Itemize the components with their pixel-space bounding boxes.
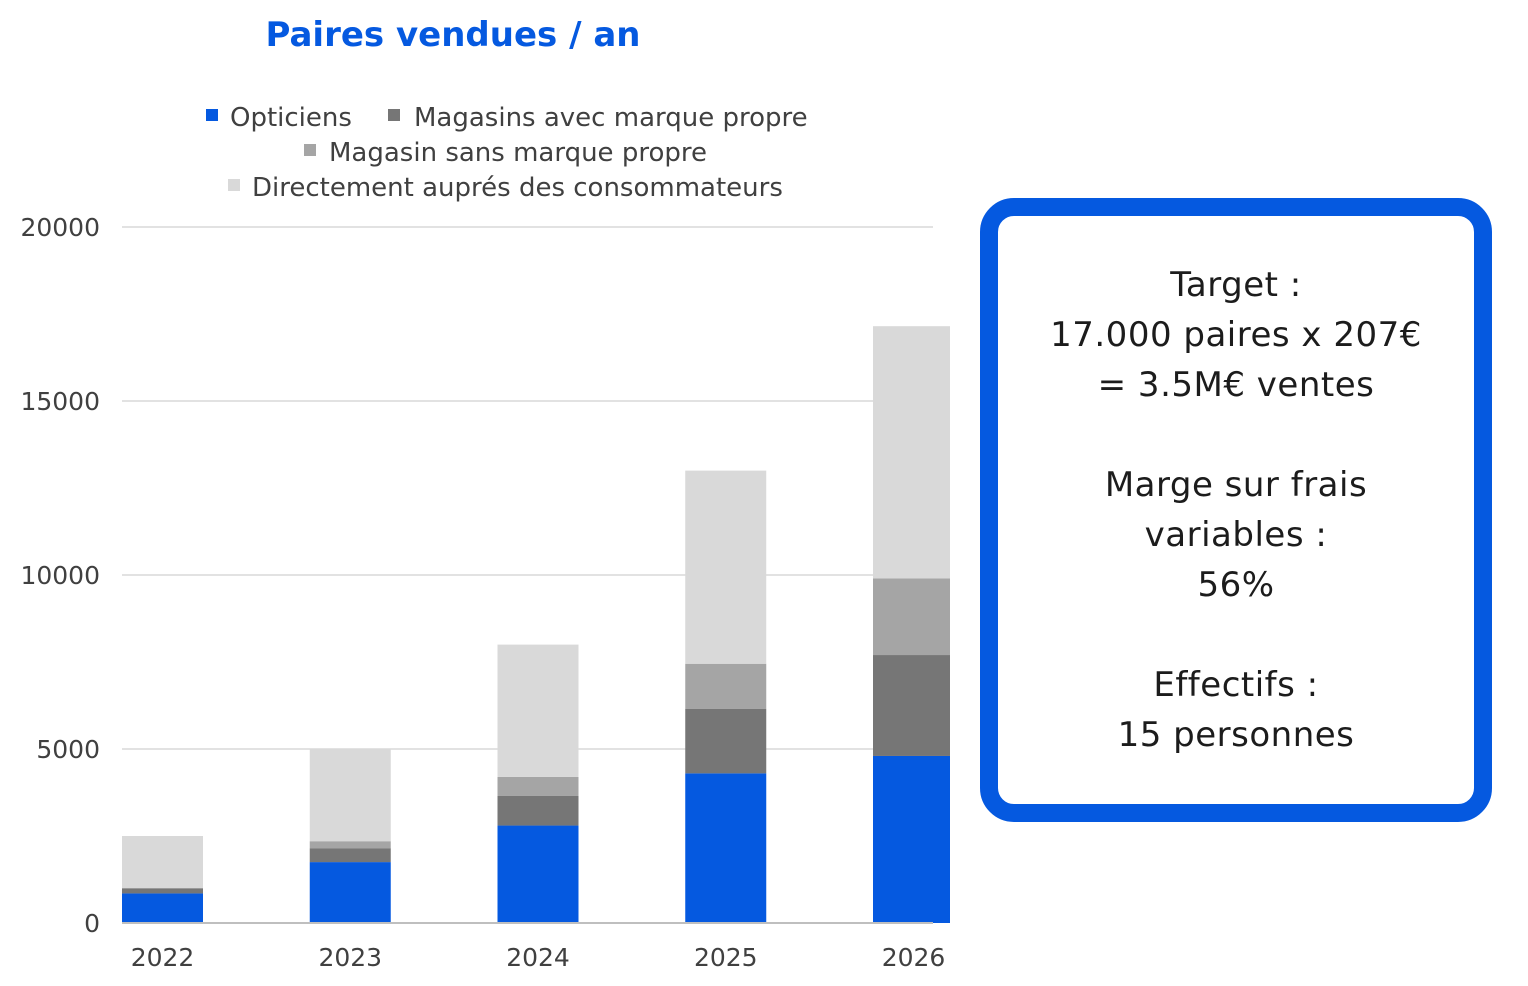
- legend-label-magasins-avec-marque: Magasins avec marque propre: [414, 103, 808, 133]
- y-tick-label: 15000: [20, 387, 100, 416]
- y-tick-label: 0: [84, 909, 100, 938]
- bar-segment-2023-s2: [309, 841, 391, 849]
- bar-segment-2022-s0: [122, 893, 203, 923]
- legend-label-magasin-sans-marque: Magasin sans marque propre: [329, 138, 707, 168]
- legend-label-opticiens: Opticiens: [230, 103, 352, 133]
- bar-segment-2022-s3: [122, 836, 203, 889]
- bar-segment-2026-s1: [873, 655, 950, 756]
- bar-segment-2024-s1: [497, 795, 579, 826]
- x-axis-ticks: 2022 2023 2024 2025 2026: [131, 943, 946, 972]
- chart-bars: [122, 326, 950, 923]
- x-tick-label: 2023: [318, 943, 382, 972]
- bar-segment-2025-s3: [685, 470, 767, 664]
- target-block: Target : 17.000 paires x 207€ = 3.5M€ ve…: [1050, 260, 1422, 410]
- bar-segment-2024-s2: [497, 776, 579, 796]
- x-tick-label: 2026: [882, 943, 946, 972]
- bar-segment-2026-s3: [873, 326, 950, 579]
- margin-label: Marge sur frais: [1104, 465, 1368, 505]
- bar-segment-2023-s0: [309, 862, 391, 923]
- legend-swatch-magasin-sans-marque: [304, 144, 316, 156]
- legend-swatch-opticiens: [206, 109, 218, 121]
- y-tick-label: 10000: [20, 561, 100, 590]
- bar-segment-2025-s2: [685, 663, 767, 709]
- target-label: Target :: [1170, 265, 1302, 305]
- bar-segment-2023-s3: [309, 749, 391, 842]
- chart-legend: Opticiens Magasins avec marque propre Ma…: [206, 103, 808, 203]
- y-tick-label: 20000: [20, 213, 100, 242]
- bar-segment-2025-s1: [685, 708, 767, 774]
- bar-segment-2024-s0: [497, 825, 579, 923]
- legend-swatch-consommateurs: [228, 179, 240, 191]
- staff-block: Effectifs : 15 personnes: [1118, 660, 1355, 760]
- y-axis-ticks: 0 5000 10000 15000 20000: [20, 213, 100, 938]
- x-tick-label: 2025: [694, 943, 758, 972]
- bar-segment-2025-s0: [685, 773, 767, 923]
- x-tick-label: 2024: [506, 943, 570, 972]
- bar-segment-2024-s3: [497, 644, 579, 777]
- target-pairs-price: 17.000 paires x 207€: [1050, 315, 1422, 355]
- margin-block: Marge sur frais variables : 56%: [1105, 460, 1367, 610]
- margin-label-2: variables :: [1144, 515, 1328, 555]
- stacked-bar-chart: Paires vendues / an Opticiens Magasins a…: [20, 15, 950, 972]
- legend-swatch-magasins-avec-marque: [388, 109, 400, 121]
- target-info-box: Target : 17.000 paires x 207€ = 3.5M€ ve…: [980, 198, 1492, 822]
- staff-value: 15 personnes: [1117, 715, 1355, 755]
- bar-segment-2026-s0: [873, 755, 950, 923]
- staff-label: Effectifs :: [1153, 665, 1319, 705]
- x-tick-label: 2022: [131, 943, 195, 972]
- legend-label-consommateurs: Directement auprés des consommateurs: [252, 173, 783, 203]
- y-tick-label: 5000: [36, 735, 100, 764]
- bar-segment-2022-s1: [122, 888, 203, 894]
- bar-segment-2023-s1: [309, 848, 391, 863]
- chart-title: Paires vendues / an: [265, 15, 640, 55]
- target-sales: = 3.5M€ ventes: [1097, 365, 1375, 405]
- bar-segment-2026-s2: [873, 578, 950, 656]
- margin-value: 56%: [1197, 565, 1275, 605]
